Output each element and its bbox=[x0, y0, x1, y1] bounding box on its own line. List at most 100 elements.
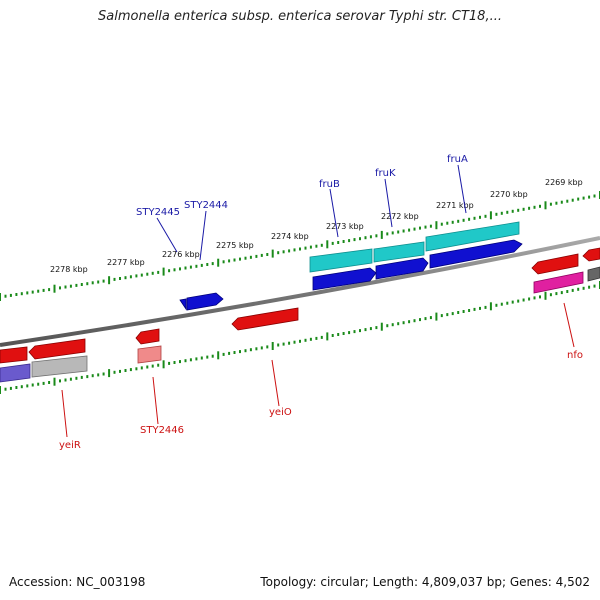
major-tick bbox=[544, 291, 547, 300]
minor-tick bbox=[260, 346, 263, 350]
gene-yeiO[interactable] bbox=[231, 307, 299, 331]
minor-tick bbox=[451, 312, 454, 316]
gene-fruK-region[interactable] bbox=[373, 241, 425, 263]
minor-tick bbox=[151, 364, 154, 368]
gene-yeiR-region[interactable] bbox=[31, 355, 88, 378]
minor-tick bbox=[195, 357, 198, 361]
minor-tick bbox=[129, 368, 132, 372]
minor-tick bbox=[468, 217, 471, 221]
gene-STY2444[interactable] bbox=[186, 292, 224, 311]
gene-right-gray[interactable] bbox=[587, 266, 600, 282]
minor-tick bbox=[157, 363, 160, 367]
label-STY2445: STY2445 bbox=[136, 207, 180, 218]
minor-tick bbox=[168, 269, 171, 273]
minor-tick bbox=[528, 297, 531, 301]
minor-tick bbox=[282, 342, 285, 346]
minor-tick bbox=[206, 355, 209, 359]
major-tick bbox=[326, 332, 329, 341]
minor-tick bbox=[320, 243, 323, 247]
minor-tick bbox=[140, 273, 143, 277]
minor-tick bbox=[135, 274, 138, 278]
minor-tick bbox=[266, 345, 269, 349]
minor-tick bbox=[588, 195, 591, 199]
minor-tick bbox=[408, 320, 411, 324]
minor-tick bbox=[331, 241, 334, 245]
gene-nfo[interactable] bbox=[533, 271, 584, 294]
minor-tick bbox=[91, 374, 94, 378]
minor-tick bbox=[588, 285, 591, 289]
minor-tick bbox=[249, 348, 252, 352]
minor-tick bbox=[451, 220, 454, 224]
minor-tick bbox=[386, 232, 389, 236]
minor-tick bbox=[391, 231, 394, 235]
major-tick bbox=[271, 249, 274, 258]
minor-tick bbox=[473, 307, 476, 311]
minor-tick bbox=[560, 200, 563, 204]
minor-tick bbox=[511, 300, 514, 304]
label-STY2444: STY2444 bbox=[184, 200, 228, 211]
gene-fruA-region[interactable] bbox=[425, 221, 520, 252]
gene-right-red-edge[interactable] bbox=[582, 247, 600, 262]
minor-tick bbox=[206, 263, 209, 266]
gene-yeiR[interactable] bbox=[28, 338, 86, 360]
minor-tick bbox=[48, 288, 51, 292]
minor-tick bbox=[239, 257, 241, 261]
minor-tick bbox=[59, 379, 61, 383]
minor-tick bbox=[266, 253, 269, 256]
minor-tick bbox=[353, 238, 356, 242]
minor-tick bbox=[293, 340, 296, 344]
gene-STY2446-region[interactable] bbox=[137, 345, 162, 364]
gene-fruA[interactable] bbox=[429, 239, 523, 269]
gene-fruB[interactable] bbox=[312, 267, 377, 291]
minor-tick bbox=[375, 234, 378, 238]
minor-tick bbox=[457, 311, 460, 314]
minor-tick bbox=[31, 290, 34, 294]
minor-tick bbox=[9, 293, 12, 297]
minor-tick bbox=[364, 328, 367, 332]
minor-tick bbox=[424, 317, 427, 321]
gene-left-red[interactable] bbox=[0, 346, 28, 364]
minor-tick bbox=[528, 206, 531, 210]
minor-tick bbox=[179, 360, 181, 364]
minor-tick bbox=[517, 299, 520, 303]
minor-tick bbox=[468, 309, 471, 312]
minor-tick bbox=[42, 381, 45, 385]
minor-tick bbox=[48, 381, 51, 384]
label-fruB: fruB bbox=[319, 179, 340, 190]
minor-tick bbox=[260, 253, 263, 257]
gene-fruB-region[interactable] bbox=[309, 248, 373, 273]
minor-tick bbox=[239, 350, 241, 354]
minor-tick bbox=[391, 323, 394, 327]
gene-STY2445[interactable] bbox=[179, 298, 187, 311]
major-tick bbox=[162, 267, 165, 276]
minor-tick bbox=[517, 208, 520, 212]
minor-tick bbox=[413, 319, 416, 323]
minor-tick bbox=[189, 358, 192, 362]
major-tick bbox=[217, 351, 220, 360]
minor-tick bbox=[408, 228, 411, 232]
major-tick bbox=[108, 276, 111, 285]
minor-tick bbox=[4, 387, 7, 391]
minor-tick bbox=[86, 282, 89, 286]
gene-right-red[interactable] bbox=[531, 253, 579, 275]
minor-tick bbox=[255, 347, 258, 351]
minor-tick bbox=[31, 383, 34, 387]
label-fruA: fruA bbox=[447, 154, 468, 165]
topology-text: Topology: circular; Length: 4,809,037 bp… bbox=[260, 575, 590, 589]
gene-STY2446[interactable] bbox=[135, 328, 160, 345]
minor-tick bbox=[375, 326, 378, 330]
minor-tick bbox=[577, 197, 580, 201]
major-tick bbox=[326, 240, 329, 249]
minor-tick bbox=[42, 288, 45, 292]
minor-tick bbox=[446, 221, 449, 225]
reverse-gene-labels: yeiR STY2446 yeiO nfo bbox=[59, 302, 583, 451]
gene-fruK[interactable] bbox=[375, 257, 429, 280]
minor-tick bbox=[533, 296, 536, 300]
minor-tick bbox=[282, 250, 285, 254]
minor-tick bbox=[228, 351, 231, 355]
minor-tick bbox=[244, 256, 247, 260]
minor-tick bbox=[457, 219, 460, 223]
gene-left-purple[interactable] bbox=[0, 363, 31, 383]
minor-tick bbox=[309, 245, 312, 249]
